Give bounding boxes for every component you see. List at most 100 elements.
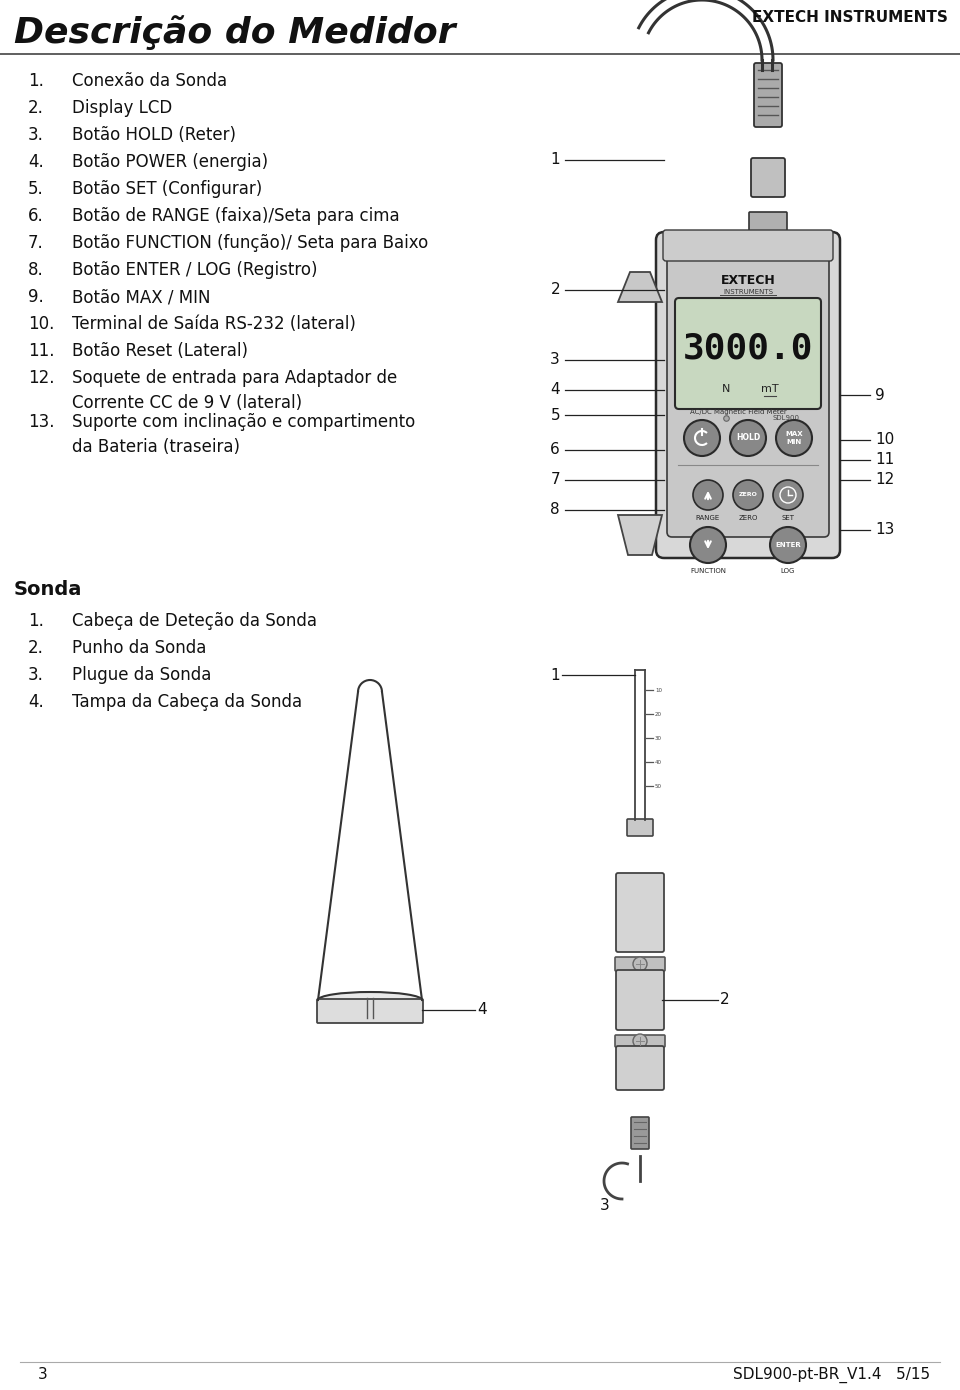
FancyBboxPatch shape (631, 1118, 649, 1150)
Text: Botão POWER (energia): Botão POWER (energia) (72, 153, 268, 171)
Text: INSTRUMENTS: INSTRUMENTS (723, 289, 773, 295)
Text: 3000.0: 3000.0 (683, 331, 813, 366)
Text: 3: 3 (38, 1366, 48, 1382)
Text: EXTECH: EXTECH (721, 274, 776, 286)
Text: Sonda: Sonda (14, 580, 83, 599)
Text: 2: 2 (720, 992, 730, 1008)
Circle shape (770, 527, 806, 563)
Text: 4: 4 (550, 382, 560, 398)
Text: EXTECH INSTRUMENTS: EXTECH INSTRUMENTS (752, 10, 948, 25)
Text: 3: 3 (550, 353, 560, 367)
Text: 2.: 2. (28, 639, 44, 657)
Text: 30: 30 (655, 735, 662, 741)
Text: 4.: 4. (28, 694, 44, 712)
Text: 3.: 3. (28, 126, 44, 145)
Text: FUNCTION: FUNCTION (690, 569, 726, 574)
Circle shape (684, 420, 720, 456)
Text: 7: 7 (550, 473, 560, 488)
Text: LOG: LOG (780, 569, 795, 574)
Text: SDL900: SDL900 (773, 416, 800, 421)
Text: MAX
MIN: MAX MIN (785, 431, 803, 445)
Text: RANGE: RANGE (696, 516, 720, 521)
Text: ZERO: ZERO (738, 492, 757, 498)
Text: Terminal de Saída RS-232 (lateral): Terminal de Saída RS-232 (lateral) (72, 316, 356, 334)
FancyBboxPatch shape (754, 63, 782, 126)
Text: SDL900-pt-BR_V1.4   5/15: SDL900-pt-BR_V1.4 5/15 (732, 1366, 930, 1383)
Text: Tampa da Cabeça da Sonda: Tampa da Cabeça da Sonda (72, 694, 302, 712)
Text: 12.: 12. (28, 368, 55, 386)
Text: 5.: 5. (28, 179, 44, 197)
Text: 9.: 9. (28, 288, 44, 306)
FancyBboxPatch shape (615, 1036, 665, 1047)
Circle shape (633, 1034, 647, 1048)
Text: 2: 2 (550, 282, 560, 297)
FancyBboxPatch shape (663, 229, 833, 261)
Text: 6: 6 (550, 442, 560, 457)
Circle shape (633, 956, 647, 972)
Polygon shape (618, 516, 662, 555)
FancyBboxPatch shape (675, 297, 821, 409)
Polygon shape (618, 272, 662, 302)
Text: 20: 20 (655, 712, 662, 716)
Text: 5: 5 (550, 407, 560, 423)
Text: 4: 4 (477, 1002, 487, 1017)
FancyBboxPatch shape (615, 956, 665, 972)
Text: Botão de RANGE (faixa)/Seta para cima: Botão de RANGE (faixa)/Seta para cima (72, 207, 399, 225)
Text: SET: SET (781, 516, 795, 521)
Text: 1.: 1. (28, 72, 44, 90)
Text: 11: 11 (875, 453, 895, 467)
Text: 1.: 1. (28, 612, 44, 630)
Circle shape (773, 480, 803, 510)
Text: 10.: 10. (28, 316, 55, 334)
Ellipse shape (318, 992, 422, 1008)
Text: Botão HOLD (Reter): Botão HOLD (Reter) (72, 126, 236, 145)
Text: 2.: 2. (28, 99, 44, 117)
Text: Cabeça de Deteção da Sonda: Cabeça de Deteção da Sonda (72, 612, 317, 630)
Text: 50: 50 (655, 784, 662, 788)
FancyBboxPatch shape (616, 873, 664, 952)
Text: 40: 40 (655, 759, 662, 765)
Text: Botão FUNCTION (função)/ Seta para Baixo: Botão FUNCTION (função)/ Seta para Baixo (72, 234, 428, 252)
Text: 9: 9 (875, 388, 885, 403)
Circle shape (780, 486, 796, 503)
FancyBboxPatch shape (656, 232, 840, 557)
Text: Soquete de entrada para Adaptador de
Corrente CC de 9 V (lateral): Soquete de entrada para Adaptador de Cor… (72, 368, 397, 411)
FancyBboxPatch shape (751, 158, 785, 197)
Text: 13.: 13. (28, 413, 55, 431)
Text: HOLD: HOLD (736, 434, 760, 442)
Text: 1: 1 (550, 667, 560, 682)
Text: 11.: 11. (28, 342, 55, 360)
Text: 10: 10 (875, 432, 895, 448)
Text: ZERO: ZERO (738, 516, 757, 521)
Text: Punho da Sonda: Punho da Sonda (72, 639, 206, 657)
Text: 3: 3 (600, 1198, 610, 1213)
Text: 12: 12 (875, 473, 895, 488)
Text: Display LCD: Display LCD (72, 99, 172, 117)
Text: 10: 10 (655, 688, 662, 692)
Text: ENTER: ENTER (775, 542, 801, 548)
Text: Botão MAX / MIN: Botão MAX / MIN (72, 288, 210, 306)
Text: Suporte com inclinação e compartimento
da Bateria (traseira): Suporte com inclinação e compartimento d… (72, 413, 416, 456)
Text: 1: 1 (550, 153, 560, 168)
FancyBboxPatch shape (749, 213, 787, 234)
Text: AC/DC Magnetic Field Meter: AC/DC Magnetic Field Meter (689, 409, 786, 416)
Text: Descrição do Medidor: Descrição do Medidor (14, 15, 456, 50)
Text: 7.: 7. (28, 234, 44, 252)
Circle shape (730, 420, 766, 456)
Text: N: N (722, 384, 731, 393)
Text: 6.: 6. (28, 207, 44, 225)
Text: Botão ENTER / LOG (Registro): Botão ENTER / LOG (Registro) (72, 261, 318, 279)
Text: Botão Reset (Lateral): Botão Reset (Lateral) (72, 342, 248, 360)
Circle shape (776, 420, 812, 456)
FancyBboxPatch shape (667, 238, 829, 537)
Text: mT: mT (761, 384, 779, 393)
FancyBboxPatch shape (317, 999, 423, 1023)
Text: 3.: 3. (28, 666, 44, 684)
FancyBboxPatch shape (616, 970, 664, 1030)
FancyBboxPatch shape (616, 1047, 664, 1090)
Circle shape (693, 480, 723, 510)
Text: Plugue da Sonda: Plugue da Sonda (72, 666, 211, 684)
FancyBboxPatch shape (627, 819, 653, 835)
Text: Conexão da Sonda: Conexão da Sonda (72, 72, 228, 90)
Text: 8.: 8. (28, 261, 44, 279)
